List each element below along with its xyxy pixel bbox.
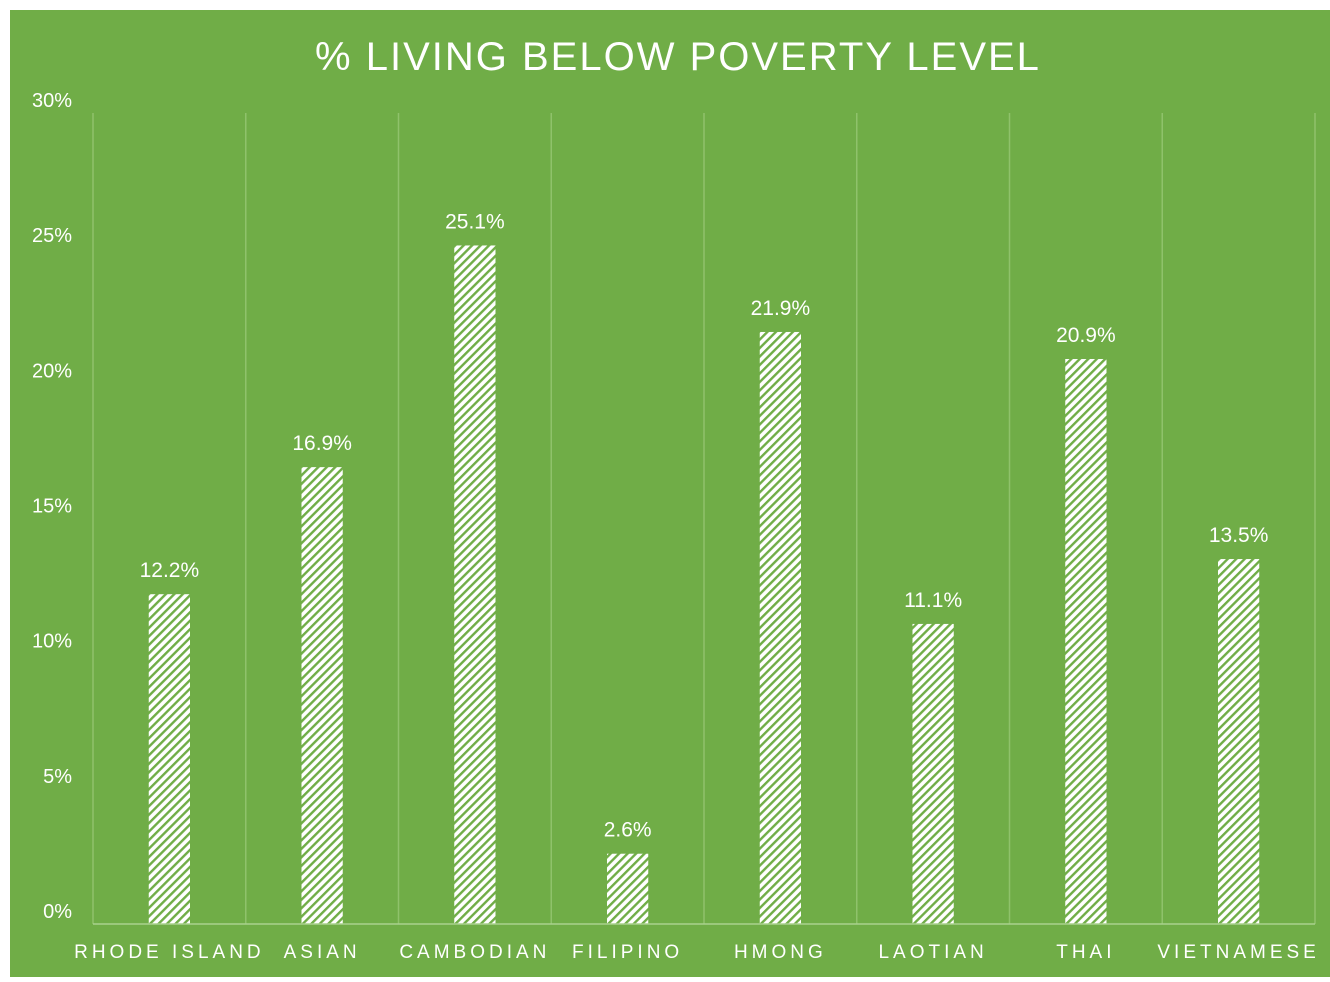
x-tick-label: LAOTIAN	[878, 942, 987, 963]
data-label: 11.1%	[904, 589, 962, 612]
chart-background	[10, 10, 1330, 977]
y-tick-label: 15%	[32, 496, 72, 518]
data-label: 13.5%	[1209, 524, 1269, 547]
data-label: 2.6%	[604, 819, 652, 842]
data-label: 12.2%	[140, 559, 200, 582]
chart-container: % LIVING BELOW POVERTY LEVEL 0% 5% 10% 15% 2…	[10, 10, 1330, 977]
x-tick-label: CAMBODIAN	[399, 942, 550, 963]
y-tick-label: 20%	[32, 360, 72, 382]
bar	[454, 245, 496, 925]
x-axis: RHODE ISLAND ASIAN CAMBODIAN FILIPINO HMONG L…	[74, 923, 1319, 963]
bar	[912, 623, 954, 924]
data-label: 16.9%	[292, 432, 352, 455]
x-tick-label: THAI	[1056, 942, 1115, 963]
bar	[1065, 359, 1107, 925]
x-tick-label: FILIPINO	[572, 942, 683, 963]
x-tick-label: ASIAN	[284, 942, 361, 963]
x-tick-label: HMONG	[734, 942, 827, 963]
y-tick-label: 25%	[32, 225, 72, 247]
data-labels: 12.2% 16.9% 25.1% 2.6% 21.9% 11.1% 20.9% 13.5%	[140, 210, 1269, 841]
y-tick-label: 5%	[43, 766, 72, 788]
bar-chart: % LIVING BELOW POVERTY LEVEL 0% 5% 10% 15% 2…	[10, 10, 1330, 977]
y-tick-label: 10%	[32, 631, 72, 653]
y-tick-label: 30%	[32, 90, 72, 112]
x-tick-label: RHODE ISLAND	[74, 942, 265, 963]
bar	[301, 467, 343, 924]
bar	[607, 853, 649, 924]
y-tick-label: 0%	[43, 901, 72, 923]
bar	[148, 594, 190, 924]
y-axis: 0% 5% 10% 15% 20% 25% 30%	[32, 90, 72, 923]
x-tick-label: VIETNAMESE	[1157, 942, 1319, 963]
gridlines	[92, 113, 1316, 924]
bar	[1218, 559, 1260, 924]
data-label: 20.9%	[1056, 324, 1116, 347]
bars	[148, 245, 1260, 925]
data-label: 25.1%	[445, 210, 505, 233]
data-label: 21.9%	[751, 297, 811, 320]
chart-title: % LIVING BELOW POVERTY LEVEL	[315, 35, 1041, 79]
bar	[759, 331, 801, 925]
